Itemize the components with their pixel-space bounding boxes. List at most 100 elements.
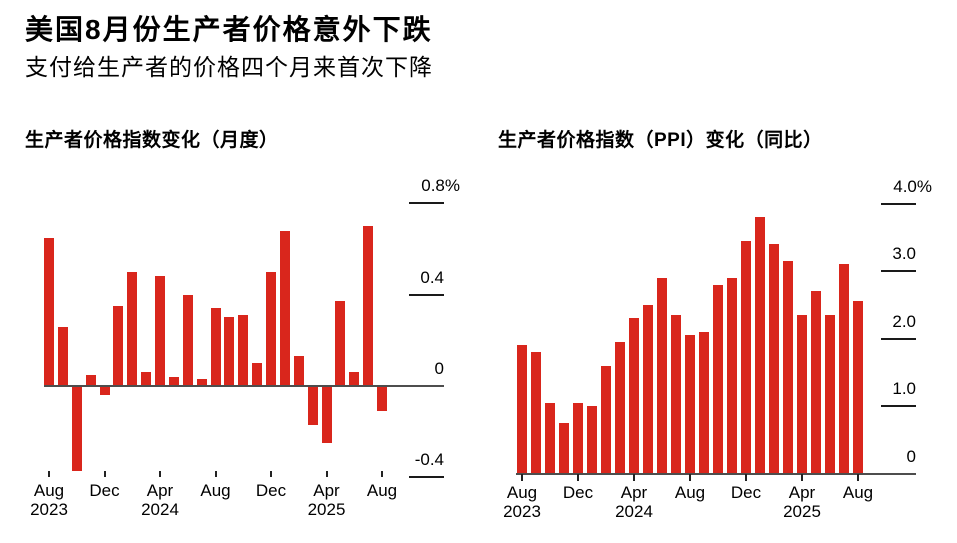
bar-jul-2024 <box>196 379 207 386</box>
yoy-chart-title: 生产者价格指数（PPI）变化（同比） <box>498 130 823 151</box>
bar-dec-2024 <box>266 271 276 386</box>
x-axis-year-label: 2023 <box>503 502 541 521</box>
x-axis-tick <box>577 474 579 481</box>
bar-may-2024 <box>643 304 653 474</box>
x-axis-tick <box>857 474 859 481</box>
bar-nov-2024 <box>252 363 263 386</box>
x-axis-tick <box>745 474 747 481</box>
x-axis-tick <box>103 471 106 477</box>
bar-nov-2023 <box>559 422 569 474</box>
bar-oct-2024 <box>713 284 723 474</box>
x-axis-tick <box>689 474 691 481</box>
y-axis-tick <box>409 202 444 205</box>
bar-aug-2025 <box>377 386 387 412</box>
bar-nov-2024 <box>727 277 737 474</box>
bar-jan-2024 <box>113 306 124 386</box>
bar-sep-2024 <box>699 331 709 474</box>
x-axis-year-label: 2024 <box>141 500 179 519</box>
bar-mar-2024 <box>141 372 152 386</box>
bar-dec-2023 <box>99 386 110 396</box>
bar-mar-2025 <box>307 386 318 425</box>
x-axis-month-label: Dec <box>255 481 287 500</box>
y-axis-label: 0.8% <box>421 176 460 196</box>
x-axis-month-label: Apr <box>620 483 648 502</box>
x-axis-tick <box>270 471 272 477</box>
bar-feb-2025 <box>769 244 779 474</box>
x-axis-year-label: 2024 <box>615 502 653 521</box>
bar-apr-2024 <box>629 318 639 474</box>
bar-jul-2025 <box>839 264 849 474</box>
bar-jan-2025 <box>755 217 765 474</box>
bar-jan-2024 <box>587 406 597 474</box>
bar-mar-2024 <box>615 341 625 474</box>
page-title: 美国8月份生产者价格意外下跌 <box>25 14 433 45</box>
bar-feb-2024 <box>601 365 611 474</box>
x-axis-month-label: Aug <box>366 481 398 500</box>
zero-axis-line <box>516 472 916 475</box>
x-axis-month-label: Apr <box>313 481 340 500</box>
x-axis-month-label: Dec <box>562 483 594 502</box>
y-axis-tick <box>881 202 916 205</box>
x-axis-month-label: Aug <box>506 483 538 502</box>
y-axis-label: 1.0 <box>892 379 916 398</box>
x-axis-month-label: Dec <box>730 483 762 502</box>
bar-may-2025 <box>335 301 346 386</box>
bar-may-2024 <box>168 376 179 386</box>
y-axis-tick <box>409 476 444 479</box>
y-axis-label: -0.4 <box>414 450 444 470</box>
bar-jun-2025 <box>349 372 360 386</box>
bar-apr-2024 <box>155 276 165 386</box>
bar-oct-2024 <box>238 315 249 386</box>
bar-jun-2025 <box>825 314 835 474</box>
bar-jun-2024 <box>182 294 193 386</box>
bar-aug-2025 <box>853 301 863 474</box>
bar-jun-2024 <box>657 277 667 474</box>
bar-oct-2023 <box>71 386 82 471</box>
bar-dec-2024 <box>741 240 751 474</box>
x-axis-month-label: Apr <box>146 481 174 500</box>
page-subtitle: 支付给生产者的价格四个月来首次下降 <box>25 54 433 80</box>
x-axis-tick <box>381 471 383 477</box>
y-axis-tick <box>881 405 916 407</box>
x-axis-month-label: Aug <box>200 481 231 500</box>
bar-mar-2025 <box>783 260 793 474</box>
x-axis-month-label: Dec <box>89 481 120 500</box>
zero-axis-line <box>44 385 444 387</box>
bar-apr-2025 <box>797 314 807 474</box>
x-axis-year-label: 2025 <box>783 502 821 521</box>
bar-oct-2023 <box>545 402 555 474</box>
x-axis-tick <box>521 474 523 481</box>
bar-nov-2023 <box>85 374 96 386</box>
x-axis-tick <box>325 471 328 477</box>
x-axis-tick <box>801 474 803 481</box>
bar-aug-2023 <box>44 237 54 386</box>
y-axis-label: 3.0 <box>892 244 916 263</box>
y-axis-label: 2.0 <box>892 311 916 331</box>
monthly-chart-title: 生产者价格指数变化（月度） <box>25 130 279 151</box>
bar-apr-2025 <box>321 386 332 444</box>
x-axis-year-label: 2023 <box>30 500 68 519</box>
bar-sep-2023 <box>57 326 68 386</box>
bar-jan-2025 <box>279 230 290 386</box>
x-axis-year-label: 2025 <box>307 500 346 519</box>
y-axis-tick <box>881 270 916 272</box>
bar-dec-2023 <box>573 402 583 474</box>
bar-aug-2024 <box>210 308 221 386</box>
bar-aug-2023 <box>517 345 527 474</box>
x-axis-tick <box>159 471 161 477</box>
x-axis-month-label: Apr <box>788 483 816 502</box>
y-axis-label: 0 <box>434 359 444 378</box>
x-axis-month-label: Aug <box>842 483 874 502</box>
bar-feb-2025 <box>293 356 304 386</box>
y-axis-tick <box>881 337 916 340</box>
x-axis-month-label: Aug <box>674 483 706 502</box>
x-axis-tick <box>214 471 217 477</box>
x-axis-month-label: Aug <box>33 481 65 500</box>
bar-feb-2024 <box>127 271 138 386</box>
bar-jul-2024 <box>671 314 681 474</box>
y-axis-label: 0 <box>906 446 916 466</box>
bar-jul-2025 <box>363 226 374 386</box>
